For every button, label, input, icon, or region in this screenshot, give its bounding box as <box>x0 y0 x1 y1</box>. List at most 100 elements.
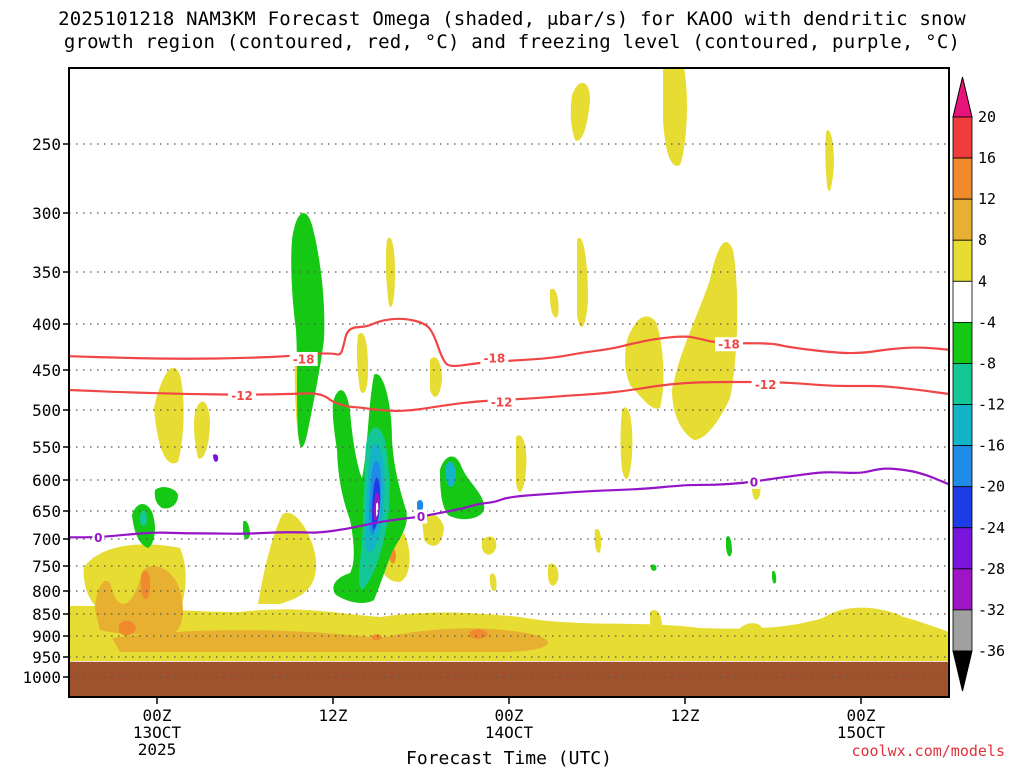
colorbar-label: -16 <box>978 437 1005 455</box>
contour-labels: -18 -18 -18 -12 -12 -12 0 0 0 <box>92 337 780 545</box>
credit-link[interactable]: coolwx.com/models <box>851 742 1005 760</box>
omega-region <box>154 487 178 509</box>
plot-frame <box>68 67 950 698</box>
colorbar-segment <box>952 445 973 488</box>
y-tick-label: 550 <box>32 438 61 457</box>
y-axis: 250 300 350 400 450 500 550 600 650 700 750 800 850 9… <box>22 135 69 687</box>
omega-region <box>95 566 183 635</box>
y-tick-label: 250 <box>32 135 61 154</box>
contour-label-bg <box>92 530 105 545</box>
omega-region <box>594 529 602 553</box>
contour-label-bg <box>480 351 509 366</box>
contour-label: -12 <box>755 378 777 392</box>
omega-region <box>258 512 317 604</box>
omega-region <box>482 536 497 555</box>
omega-shading <box>69 68 949 661</box>
omega-region <box>625 316 664 409</box>
contour-label-bg <box>487 395 516 409</box>
y-tick-label: 800 <box>32 582 61 601</box>
omega-region <box>385 237 395 307</box>
contour--18C <box>69 317 949 367</box>
colorbar-label: -24 <box>978 519 1005 537</box>
colorbar: 20 16 12 8 4 -4 -8 -12 -16 -20 -24 -28 -32 -36 <box>952 76 1005 692</box>
omega-region <box>422 513 444 546</box>
omega-region <box>570 82 590 141</box>
colorbar-label: -28 <box>978 560 1005 578</box>
y-tick-label: 700 <box>32 530 61 549</box>
omega-region <box>417 500 424 513</box>
omega-region <box>376 502 379 517</box>
contour-label-bg <box>715 337 743 352</box>
omega-region <box>140 510 147 527</box>
colorbar-segment <box>952 239 973 282</box>
contour-label-bg <box>747 474 760 489</box>
ground-below-surface <box>69 661 949 697</box>
colorbar-label: -8 <box>978 354 996 372</box>
y-tick-label: 350 <box>32 263 61 282</box>
colorbar-segment <box>952 568 973 611</box>
omega-region <box>430 357 442 397</box>
omega-region <box>356 333 368 394</box>
colorbar-segment <box>952 280 973 323</box>
contour-0C <box>69 467 949 539</box>
x-tick-label: 12Z <box>671 706 700 725</box>
contour-label: 0 <box>750 475 758 489</box>
colorbar-segment <box>952 363 973 405</box>
contour-label: -18 <box>483 352 505 366</box>
omega-region <box>291 213 325 448</box>
omega-region <box>243 520 250 540</box>
colorbar-label: -12 <box>978 396 1005 414</box>
omega-region <box>489 573 497 591</box>
y-tick-label: 850 <box>32 605 61 624</box>
x-tick-date: 15OCT <box>837 723 886 742</box>
chart-title-line-2: growth region (contoured, red, °C) and f… <box>63 31 961 53</box>
contour-label: 0 <box>417 510 425 524</box>
colorbar-label: -36 <box>978 642 1005 660</box>
omega-region <box>549 288 559 318</box>
omega-region <box>726 535 732 557</box>
omega-region <box>825 130 834 192</box>
contour-label-bg <box>415 509 427 524</box>
colorbar-segment <box>952 404 973 447</box>
contour-label: -18 <box>718 338 740 352</box>
x-axis-label: Forecast Time (UTC) <box>406 748 612 768</box>
omega-region <box>548 563 559 586</box>
contour-label: -12 <box>491 396 513 410</box>
colorbar-segment <box>952 198 973 241</box>
x-tick-date: 14OCT <box>485 723 534 742</box>
omega-region <box>119 620 136 636</box>
colorbar-segment <box>952 321 973 364</box>
colorbar-segment <box>952 527 973 570</box>
omega-region <box>372 634 382 641</box>
omega-region <box>154 367 184 464</box>
colorbar-segment <box>952 486 973 529</box>
omega-region <box>650 564 657 571</box>
omega-region <box>740 623 764 640</box>
colorbar-label: 8 <box>978 231 987 249</box>
omega-region <box>650 609 662 630</box>
omega-region <box>141 571 150 600</box>
omega-region <box>577 237 588 327</box>
x-tick-label: 00Z <box>143 706 172 725</box>
omega-region <box>820 607 908 646</box>
x-tick-label: 00Z <box>495 706 524 725</box>
y-tick-label: 950 <box>32 648 61 667</box>
colorbar-segment <box>952 609 973 652</box>
x-tick-label: 12Z <box>319 706 348 725</box>
colorbar-label: 4 <box>978 272 987 290</box>
y-tick-label: 450 <box>32 361 61 380</box>
colorbar-segment <box>952 116 973 159</box>
contour-label: 0 <box>94 531 102 545</box>
y-tick-label: 600 <box>32 471 61 490</box>
omega-region <box>772 570 777 584</box>
omega-region <box>620 407 633 479</box>
omega-region <box>213 454 219 462</box>
y-tick-label: 1000 <box>22 668 61 687</box>
colorbar-label: -4 <box>978 313 996 331</box>
colorbar-segment <box>952 157 973 200</box>
colorbar-label: -32 <box>978 601 1005 619</box>
colorbar-label: -20 <box>978 478 1005 496</box>
omega-region <box>112 628 548 652</box>
colorbar-label: 20 <box>978 108 996 126</box>
